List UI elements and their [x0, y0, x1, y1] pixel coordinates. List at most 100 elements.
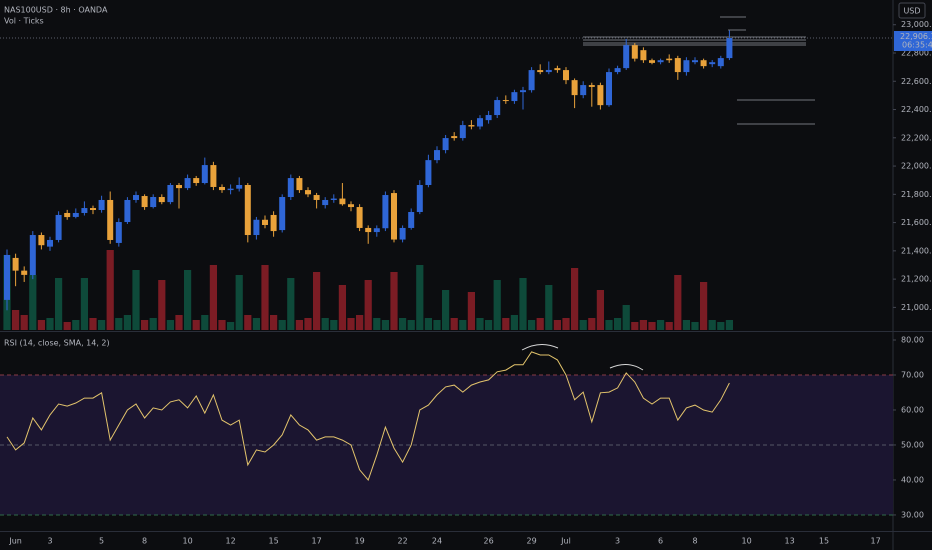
x-tick-label: Jul: [560, 537, 571, 546]
volume-bar: [579, 320, 587, 330]
volume-bar: [192, 320, 200, 330]
volume-bar: [407, 320, 415, 330]
candle-body: [279, 197, 286, 231]
volume-bar: [390, 272, 398, 330]
volume-bar: [631, 322, 639, 330]
candle-body: [176, 184, 182, 189]
candle-body: [184, 178, 191, 189]
candle-body: [38, 235, 45, 246]
x-tick-label: Jun: [8, 537, 22, 546]
candle-body: [631, 45, 638, 59]
volume-bar: [175, 315, 183, 330]
volume-bar: [209, 265, 217, 330]
rsi-title: RSI (14, close, SMA, 14, 2): [4, 339, 110, 348]
candle-body: [640, 50, 647, 61]
candle-body: [408, 211, 415, 228]
candle-body: [365, 227, 372, 233]
countdown: 06:35:48: [902, 41, 932, 50]
volume-bar: [648, 322, 656, 330]
volume-bar: [166, 320, 174, 330]
candle-body: [262, 219, 268, 225]
candle-body: [649, 60, 655, 63]
volume-bar: [381, 320, 389, 330]
volume-bar: [562, 318, 570, 330]
candle-body: [107, 199, 114, 240]
candle-body: [373, 228, 380, 233]
volume-bar: [553, 320, 561, 330]
volume-bar: [639, 320, 647, 330]
volume-bar: [287, 278, 295, 330]
y-tick-label: 21,600.0: [901, 218, 932, 227]
candle-body: [4, 254, 10, 300]
candle-body: [623, 45, 630, 69]
volume-bar: [55, 278, 63, 330]
x-tick-label: 26: [484, 537, 494, 546]
volume-bar: [364, 280, 372, 330]
volume-bar: [158, 280, 166, 330]
candle-body: [167, 184, 174, 203]
candle-body: [253, 219, 260, 236]
y-tick-label: 22,200.0: [901, 133, 932, 142]
candle-body: [571, 80, 578, 96]
x-tick-label: 22: [398, 537, 408, 546]
candle-body: [425, 160, 432, 185]
candle-body: [133, 195, 139, 200]
rsi-tick-label: 40.00: [901, 475, 924, 484]
volume-bar: [545, 285, 553, 330]
rsi-tick-label: 70.00: [901, 370, 924, 379]
candle-body: [322, 199, 329, 206]
x-tick-label: 12: [226, 537, 236, 546]
candle-body: [296, 178, 303, 191]
volume-bar: [347, 318, 355, 330]
candle-body: [537, 70, 544, 73]
x-tick-label: 8: [692, 537, 697, 546]
volume-bar: [321, 318, 329, 330]
currency[interactable]: USD: [903, 7, 920, 16]
volume-bar: [132, 270, 140, 330]
volume-bar: [295, 320, 303, 330]
candle-body: [330, 198, 337, 200]
volume-bar: [72, 320, 80, 330]
volume-bar: [682, 320, 690, 330]
last-price-box: [894, 31, 932, 52]
volume-bar: [717, 322, 725, 330]
currency-box[interactable]: [898, 2, 926, 19]
y-tick-label: 23,000.0: [901, 20, 932, 29]
volume-bar: [218, 320, 226, 330]
candle-body: [580, 85, 587, 96]
candle-body: [12, 257, 19, 271]
candle-body: [219, 186, 225, 191]
candle-body: [21, 270, 28, 275]
candle-body: [442, 138, 449, 151]
x-tick-label: 6: [658, 537, 663, 546]
y-tick-label: 22,000.0: [901, 162, 932, 171]
candle-body: [201, 165, 208, 184]
candle-body: [210, 165, 217, 187]
volume-bar: [605, 320, 613, 330]
candle-body: [468, 125, 475, 127]
x-tick-label: 19: [355, 537, 365, 546]
volume-bar: [98, 320, 106, 330]
volume-bar: [278, 320, 286, 330]
x-tick-label: 24: [432, 537, 442, 546]
volume-bar: [373, 318, 381, 330]
marks: 80.00 70.00 60.00 50.00 40.00 30.00 23,000.0 22…: [0, 20, 932, 546]
volume-bar: [338, 285, 346, 330]
candle-body: [313, 195, 320, 200]
candle-body: [382, 195, 389, 229]
volume-bar: [106, 250, 114, 330]
y-tick-label: 22,400.0: [901, 105, 932, 114]
volume-bar: [725, 320, 733, 330]
volume-bar: [502, 318, 510, 330]
x-tick-label: 15: [269, 537, 279, 546]
candle-body: [674, 58, 681, 73]
candle-body: [150, 197, 157, 208]
volume-bar: [149, 318, 157, 330]
volume-bar: [89, 318, 97, 330]
y-tick-label: 21,200.0: [901, 275, 932, 284]
volume-bar: [510, 315, 518, 330]
volume-bar: [485, 320, 493, 330]
volume-bar: [442, 290, 450, 330]
volume-bar: [123, 315, 131, 330]
